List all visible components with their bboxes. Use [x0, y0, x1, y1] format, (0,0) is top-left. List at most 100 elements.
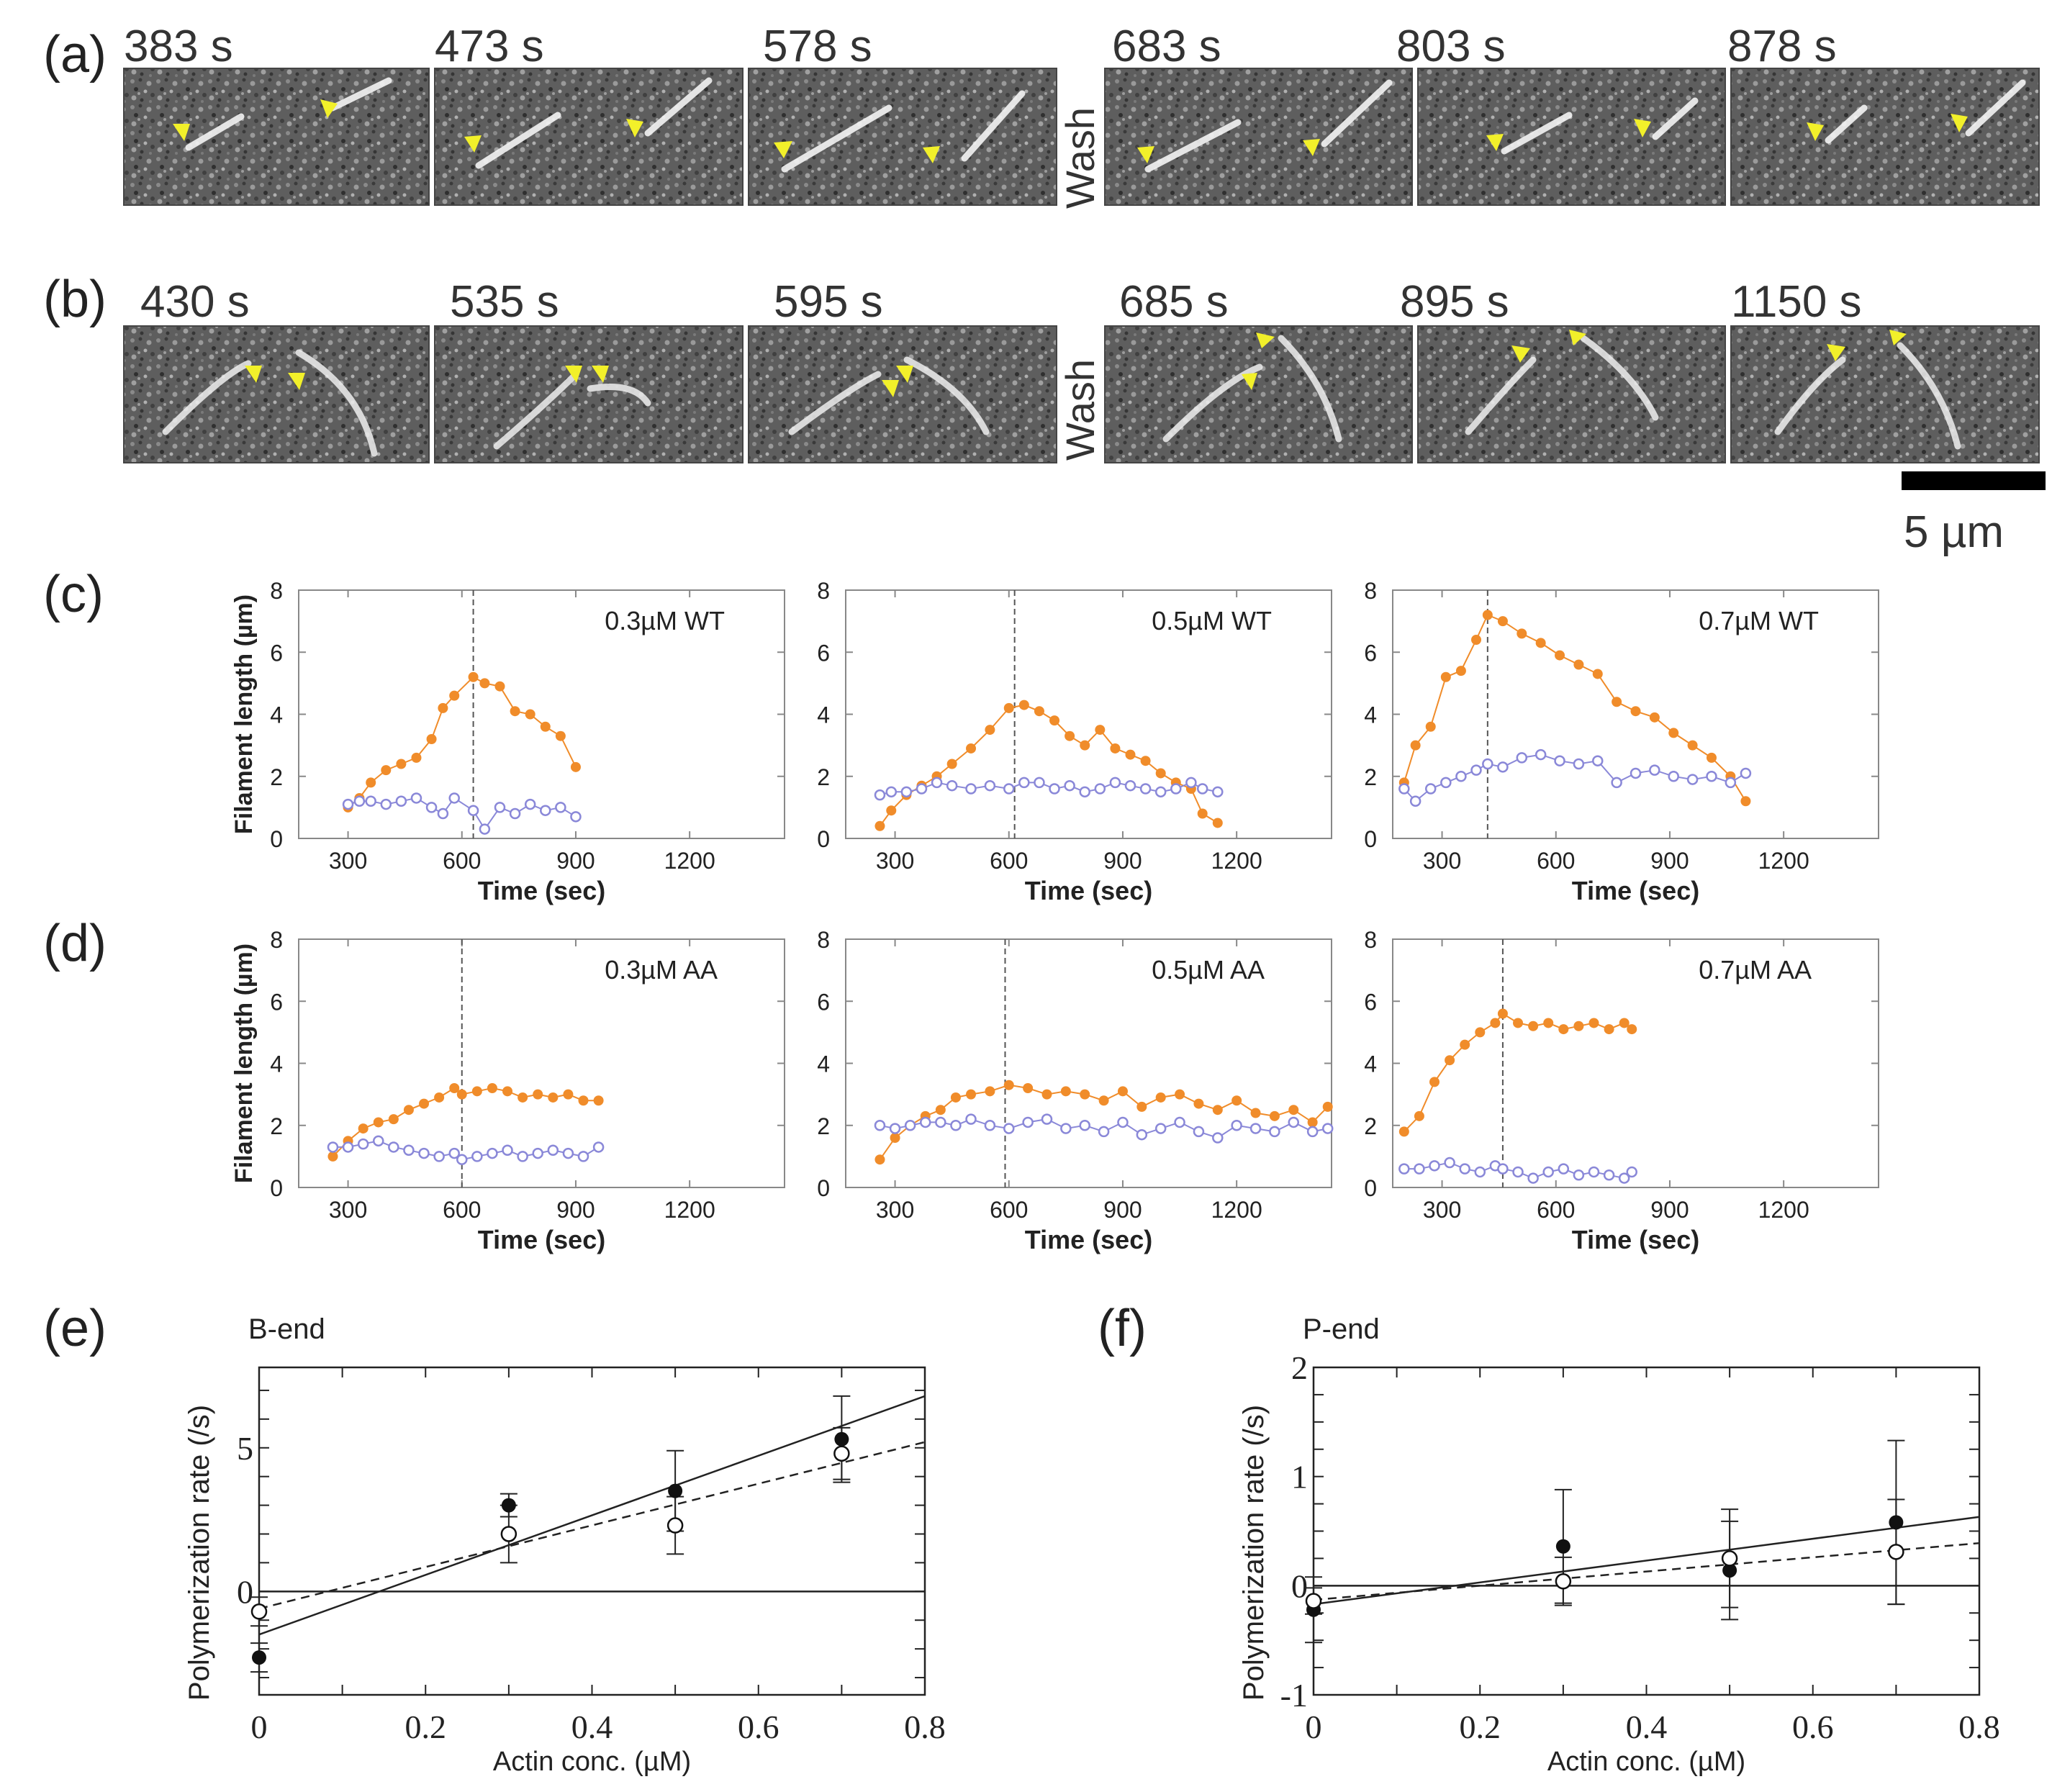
filament [162, 360, 252, 435]
p-end-data-point [1139, 783, 1152, 795]
p-end-data-point [1444, 1157, 1455, 1169]
b-end-data-point [449, 1083, 460, 1093]
p-end-data-point [1321, 1123, 1334, 1134]
p-end-data-point [900, 786, 913, 798]
p-end-data-point [494, 802, 506, 813]
plot-frame [258, 1366, 926, 1696]
b-end-data-point [1612, 697, 1622, 707]
b-end-data-point [966, 743, 977, 754]
arrowhead-marker [1827, 344, 1845, 361]
filament [1825, 104, 1868, 144]
y-axis-label: Filament length (µm) [230, 594, 258, 834]
x-tick-label: 300 [1423, 1197, 1461, 1223]
y-tick-label: 0 [1364, 1175, 1377, 1201]
b-end-data-point [403, 1105, 414, 1116]
b-end-data-point [1555, 650, 1565, 661]
y-tick-label: 6 [1364, 640, 1377, 666]
b-end-data-point [1098, 1095, 1109, 1106]
wt-data-point [1889, 1515, 1904, 1530]
x-tick-label: 900 [556, 848, 595, 874]
plot-title: B-end [248, 1313, 325, 1345]
micrograph-b5 [1417, 325, 1726, 463]
b-end-series-line [1404, 1013, 1632, 1133]
plot-frame [1312, 1366, 1981, 1696]
p-end-data-point [448, 1147, 460, 1159]
b-end-data-point [381, 765, 392, 776]
p-end-data-point [1618, 1172, 1630, 1184]
b-end-data-point [1517, 628, 1527, 639]
p-end-data-point [1003, 1123, 1015, 1134]
filament [1144, 119, 1242, 173]
b-end-data-point [1573, 1021, 1584, 1031]
p-end-data-point [1231, 1120, 1242, 1131]
x-tick-label: 0.8 [904, 1709, 946, 1745]
b-end-data-point [388, 1114, 399, 1125]
b-end-data-point [1471, 635, 1482, 645]
b-end-data-point [434, 1092, 445, 1103]
p-end-data-point [592, 1141, 605, 1153]
p-end-data-point [1136, 1128, 1148, 1141]
x-tick-label: 600 [1537, 1197, 1575, 1223]
micrograph-b2 [434, 325, 744, 463]
p-end-data-point [1527, 1172, 1539, 1184]
b-end-data-point [1065, 730, 1075, 741]
b-end-data-point [1627, 1024, 1637, 1035]
b-end-data-point [1155, 1092, 1166, 1103]
p-end-data-point [1288, 1116, 1300, 1128]
length-plot-aa-0p7: 0 2 4 6 8 300 600 900 1200 Time (sec) 0.7µM AA [1364, 927, 1879, 1254]
wt-data-point [1722, 1563, 1737, 1578]
b-end-data-point [1513, 1018, 1524, 1028]
p-end-data-point [1041, 1113, 1053, 1125]
y-axis-label: Polymerization rate (/s) [1238, 1405, 1270, 1701]
p-end-data-point [1686, 774, 1699, 785]
p-end-data-point [357, 1138, 369, 1150]
p-end-data-point [1588, 1166, 1600, 1178]
p-end-data-point [984, 779, 996, 792]
wt-data-point [834, 1431, 849, 1447]
length-plot-wt-0p3: 0 2 4 6 8 300 600 900 1200 Time (sec) Filament len… [230, 578, 785, 905]
p-end-data-point [1034, 777, 1045, 789]
p-end-data-point [1212, 786, 1224, 798]
b-end-series-line [879, 704, 1219, 827]
p-end-data-point [502, 1144, 513, 1156]
y-tick-label: 1 [1291, 1459, 1308, 1495]
b-end-data-point [1110, 743, 1121, 754]
p-end-data-point [950, 1120, 962, 1131]
arrowhead-marker [288, 373, 305, 390]
p-end-data-point [1429, 1160, 1440, 1172]
length-plot-aa-0p5: 0 2 4 6 8 300 600 900 1200 Time (sec) 0.5µM AA [817, 927, 1334, 1254]
p-end-data-point [433, 1151, 445, 1162]
p-end-data-point [946, 779, 958, 792]
arrowhead-marker [592, 366, 609, 383]
filament [587, 384, 651, 407]
x-tick-label: 600 [443, 1197, 481, 1223]
p-end-data-point [1060, 1123, 1072, 1134]
x-axis-label: Time (sec) [478, 876, 605, 905]
b-end-data-point [1197, 808, 1208, 819]
plot-title: 0.5µM AA [1152, 955, 1265, 985]
x-tick-label: 300 [329, 848, 367, 874]
aa-data-point [1721, 1550, 1738, 1567]
p-end-data-point [1170, 783, 1182, 795]
panel-letter-a: (a) [43, 26, 107, 83]
b-end-data-point [525, 709, 535, 720]
p-end-data-point [471, 1151, 483, 1162]
p-end-data-point [487, 1147, 498, 1159]
b-end-data-point [1041, 1089, 1052, 1100]
p-end-data-point [1554, 755, 1565, 766]
p-end-data-point [1459, 1163, 1470, 1175]
b-end-series-line [347, 676, 577, 808]
b-end-data-point [1604, 1024, 1614, 1035]
p-end-data-point [1497, 1163, 1509, 1175]
b-end-data-point [1649, 712, 1660, 723]
p-end-data-point [1474, 1166, 1486, 1178]
filament [1897, 342, 1961, 450]
filament [1965, 79, 2026, 137]
y-tick-label: 4 [1364, 702, 1377, 728]
micrograph-b3 [748, 325, 1057, 463]
p-end-data-point [1424, 783, 1437, 795]
aa-data-point [1555, 1573, 1572, 1590]
arrowhead-marker [1137, 146, 1154, 163]
arrowhead-marker [1242, 373, 1257, 390]
